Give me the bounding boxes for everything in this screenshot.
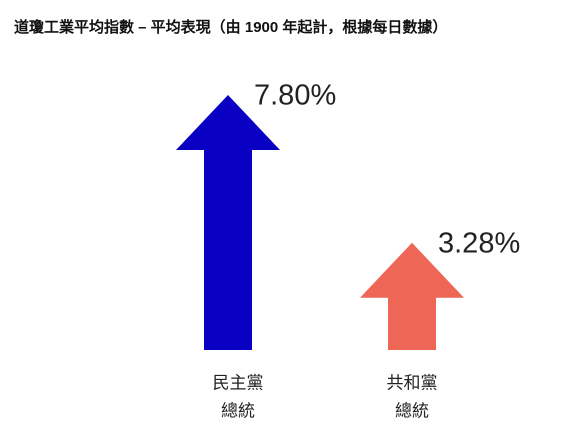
arrow-bar	[360, 242, 464, 350]
category-label: 民主黨	[213, 373, 264, 392]
arrow-bar	[176, 95, 280, 350]
category-label: 共和黨	[387, 373, 438, 392]
value-label: 3.28%	[438, 227, 520, 259]
chart-title: 道瓊工業平均指數 – 平均表現（由 1900 年起計，根據每日數據）	[14, 18, 447, 36]
category-label: 總統	[221, 401, 255, 420]
category-label: 總統	[395, 401, 429, 420]
value-label: 7.80%	[254, 80, 336, 112]
